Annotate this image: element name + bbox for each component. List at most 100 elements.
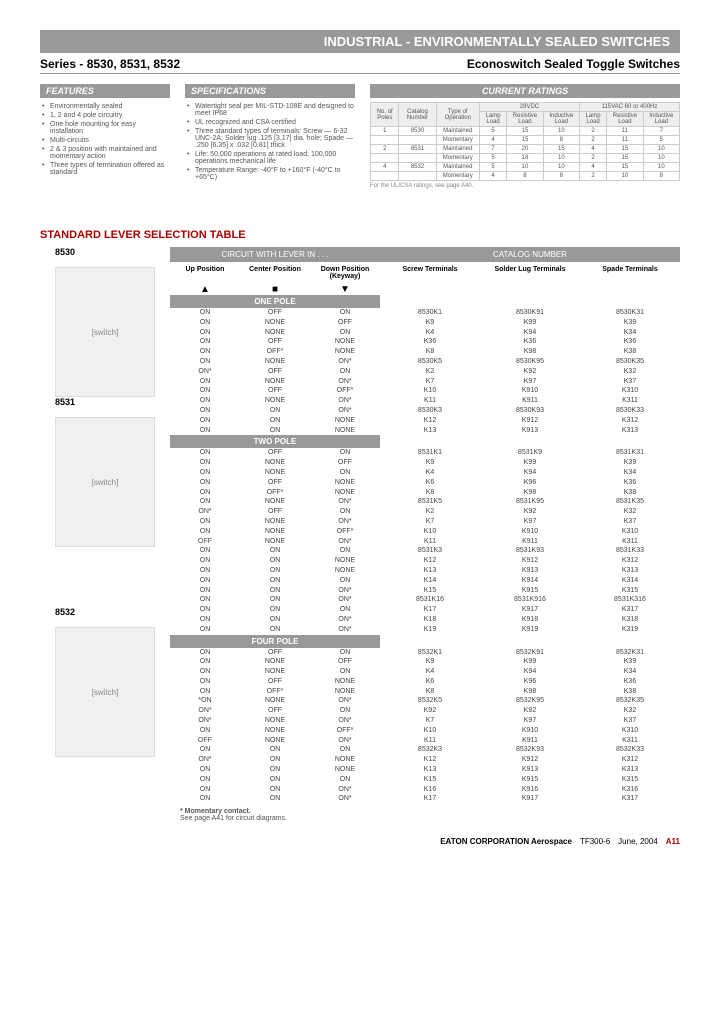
- footer-company: EATON CORPORATION Aerospace: [440, 837, 572, 846]
- spec-item: Life: 50,000 operations at rated load; 1…: [185, 150, 355, 166]
- selection-row: ONOFF*NONEK8K98K38: [170, 488, 680, 498]
- selection-row: ONONON*K16K916K316: [170, 785, 680, 795]
- spec-item: Temperature Range: -40°F to +160°F (-40°…: [185, 166, 355, 182]
- selection-title: STANDARD LEVER SELECTION TABLE: [40, 229, 680, 241]
- spec-item: Three standard types of terminals: Screw…: [185, 127, 355, 150]
- feature-item: Three types of termination offered as st…: [40, 161, 170, 177]
- series-number-label: 8530: [40, 247, 170, 257]
- spec-item: UL recognized and CSA certified: [185, 118, 355, 127]
- selection-row: ONOFF*NONEK8K98K38: [170, 347, 680, 357]
- switch-image: [switch]: [55, 417, 155, 547]
- selection-row: ON*NONEON*K7K97K37: [170, 716, 680, 726]
- selection-row: *ONNONEON*8532K58532K958532K35: [170, 696, 680, 706]
- ratings-note: For the UL/CSA ratings, see page A40.: [370, 183, 680, 189]
- solder-terminals-label: Solder Lug Terminals: [480, 266, 580, 280]
- feature-item: Environmentally sealed: [40, 102, 170, 111]
- series-number-label: 8531: [40, 397, 170, 407]
- selection-row: OFFNONEON*K11K911K311: [170, 537, 680, 547]
- selection-row: ON*ONNONEK12K912K312: [170, 755, 680, 765]
- feature-item: 1, 2 and 4 pole circuitry: [40, 111, 170, 120]
- selection-row: ONNONEON*K7K97K37: [170, 517, 680, 527]
- position-headers: Up Position Center Position Down Positio…: [170, 262, 680, 284]
- selection-row: ONONNONEK13K913K313: [170, 566, 680, 576]
- selection-row: ONONNONEK12K912K312: [170, 556, 680, 566]
- selection-row: ONONON8532K38532K938532K33: [170, 745, 680, 755]
- series-number-label: 8532: [40, 607, 170, 617]
- selection-row: ONONON*8531K168531K9168531K316: [170, 595, 680, 605]
- ratings-header: CURRENT RATINGS: [370, 84, 680, 98]
- selection-row: ONNONEOFF*K10K910K310: [170, 527, 680, 537]
- selection-row: ON*OFFONK2K92K32: [170, 507, 680, 517]
- circuit-header: CIRCUIT WITH LEVER IN . . .: [170, 247, 380, 262]
- selection-row: ONNONEON*K7K97K37: [170, 377, 680, 387]
- selection-row: ONONNONEK13K913K313: [170, 426, 680, 436]
- selection-row: ONONONK14K914K314: [170, 576, 680, 586]
- selection-row: ONOFFON8532K18532K918532K31: [170, 648, 680, 658]
- series-label: Series - 8530, 8531, 8532: [40, 57, 180, 71]
- catalog-header: CATALOG NUMBER: [380, 247, 680, 262]
- features-column: FEATURES Environmentally sealed1, 2 and …: [40, 84, 170, 189]
- selection-row: ONOFFON8531K18531K98531K31: [170, 448, 680, 458]
- feature-item: Multi-circuits: [40, 136, 170, 145]
- toggle-down-icon: ▼: [310, 284, 380, 295]
- selection-row: ONOFFNONEK6K96K36: [170, 478, 680, 488]
- selection-row: ONNONEOFFK9K99K39: [170, 458, 680, 468]
- selection-row: ONNONEON*8531K58531K958531K35: [170, 497, 680, 507]
- selection-row: ON*OFFONK92K92K32: [170, 706, 680, 716]
- footer-doc: TF300-6: [580, 837, 610, 846]
- selection-row: ONNONEONK4K94K34: [170, 328, 680, 338]
- selection-row: ONNONEONK4K94K34: [170, 667, 680, 677]
- specs-list: Watertight seal per MIL-STD-108E and des…: [185, 102, 355, 182]
- footer-page: A11: [666, 837, 680, 846]
- spade-terminals-label: Spade Terminals: [580, 266, 680, 280]
- selection-row: ONONON*8530K38530K938530K33: [170, 406, 680, 416]
- selection-row: ONOFFNONEK36K36K36: [170, 337, 680, 347]
- selection-table-header: CIRCUIT WITH LEVER IN . . . CATALOG NUMB…: [170, 247, 680, 262]
- ratings-column: CURRENT RATINGS No. of PolesCatalog Numb…: [370, 84, 680, 189]
- page-subheader: Series - 8530, 8531, 8532 Econoswitch Se…: [40, 55, 680, 74]
- selection-row: ONONNONEK13K913K313: [170, 765, 680, 775]
- subtitle-label: Econoswitch Sealed Toggle Switches: [467, 57, 680, 71]
- selection-row: ONOFFNONEK6K96K36: [170, 677, 680, 687]
- selection-table-wrap: CIRCUIT WITH LEVER IN . . . CATALOG NUMB…: [170, 247, 680, 822]
- top-info-section: FEATURES Environmentally sealed1, 2 and …: [40, 84, 680, 189]
- feature-item: 2 & 3 position with maintained and momen…: [40, 145, 170, 161]
- pole-group-header: TWO POLE: [170, 435, 380, 448]
- selection-row: ONNONEOFFK9K99K39: [170, 657, 680, 667]
- selection-row: ONOFFOFF*K10K910K310: [170, 386, 680, 396]
- selection-row: ONNONEOFFK9K99K39: [170, 318, 680, 328]
- selection-row: ONONON*K15K915K315: [170, 586, 680, 596]
- selection-row: ONONONK17K917K317: [170, 605, 680, 615]
- selection-row: ONONON*K17K917K317: [170, 794, 680, 804]
- screw-terminals-label: Screw Terminals: [380, 266, 480, 280]
- selection-row: ONOFFON8530K18530K918530K31: [170, 308, 680, 318]
- feature-item: One hole mounting for easy installation: [40, 120, 170, 136]
- switch-image: [switch]: [55, 267, 155, 397]
- pole-group-header: FOUR POLE: [170, 635, 380, 648]
- features-list: Environmentally sealed1, 2 and 4 pole ci…: [40, 102, 170, 177]
- selection-row: ONONON*K18K918K318: [170, 615, 680, 625]
- selection-row: ONNONEON*K11K911K311: [170, 396, 680, 406]
- selection-row: ONOFF*NONEK8K98K38: [170, 687, 680, 697]
- page-header-bar: INDUSTRIAL - ENVIRONMENTALLY SEALED SWIT…: [40, 30, 680, 53]
- selection-wrap: 8530[switch]8531[switch]8532[switch] CIR…: [40, 247, 680, 822]
- selection-row: OFFNONEON*K11K911K311: [170, 736, 680, 746]
- selection-row: ONNONEOFF*K10K910K310: [170, 726, 680, 736]
- down-position-label: Down Position (Keyway): [310, 266, 380, 280]
- footer-date: June, 2004: [618, 837, 658, 846]
- features-header: FEATURES: [40, 84, 170, 98]
- spec-item: Watertight seal per MIL-STD-108E and des…: [185, 102, 355, 118]
- page-footer: EATON CORPORATION Aerospace TF300-6 June…: [40, 837, 680, 846]
- center-position-label: Center Position: [240, 266, 310, 280]
- selection-row: ONONNONEK12K912K312: [170, 416, 680, 426]
- footnote-momentary: * Momentary contact. See page A41 for ci…: [170, 808, 680, 822]
- selection-row: ONNONEONK4K94K34: [170, 468, 680, 478]
- switch-images-column: 8530[switch]8531[switch]8532[switch]: [40, 247, 170, 822]
- specs-column: SPECIFICATIONS Watertight seal per MIL-S…: [185, 84, 355, 189]
- position-icons: ▲ ■ ▼: [170, 284, 680, 295]
- selection-row: ON*OFFONK2K92K32: [170, 367, 680, 377]
- pole-group-header: ONE POLE: [170, 295, 380, 308]
- specs-header: SPECIFICATIONS: [185, 84, 355, 98]
- selection-body: ONE POLEONOFFON8530K18530K918530K31ONNON…: [170, 295, 680, 804]
- selection-row: ONNONEON*8530K58530K958530K35: [170, 357, 680, 367]
